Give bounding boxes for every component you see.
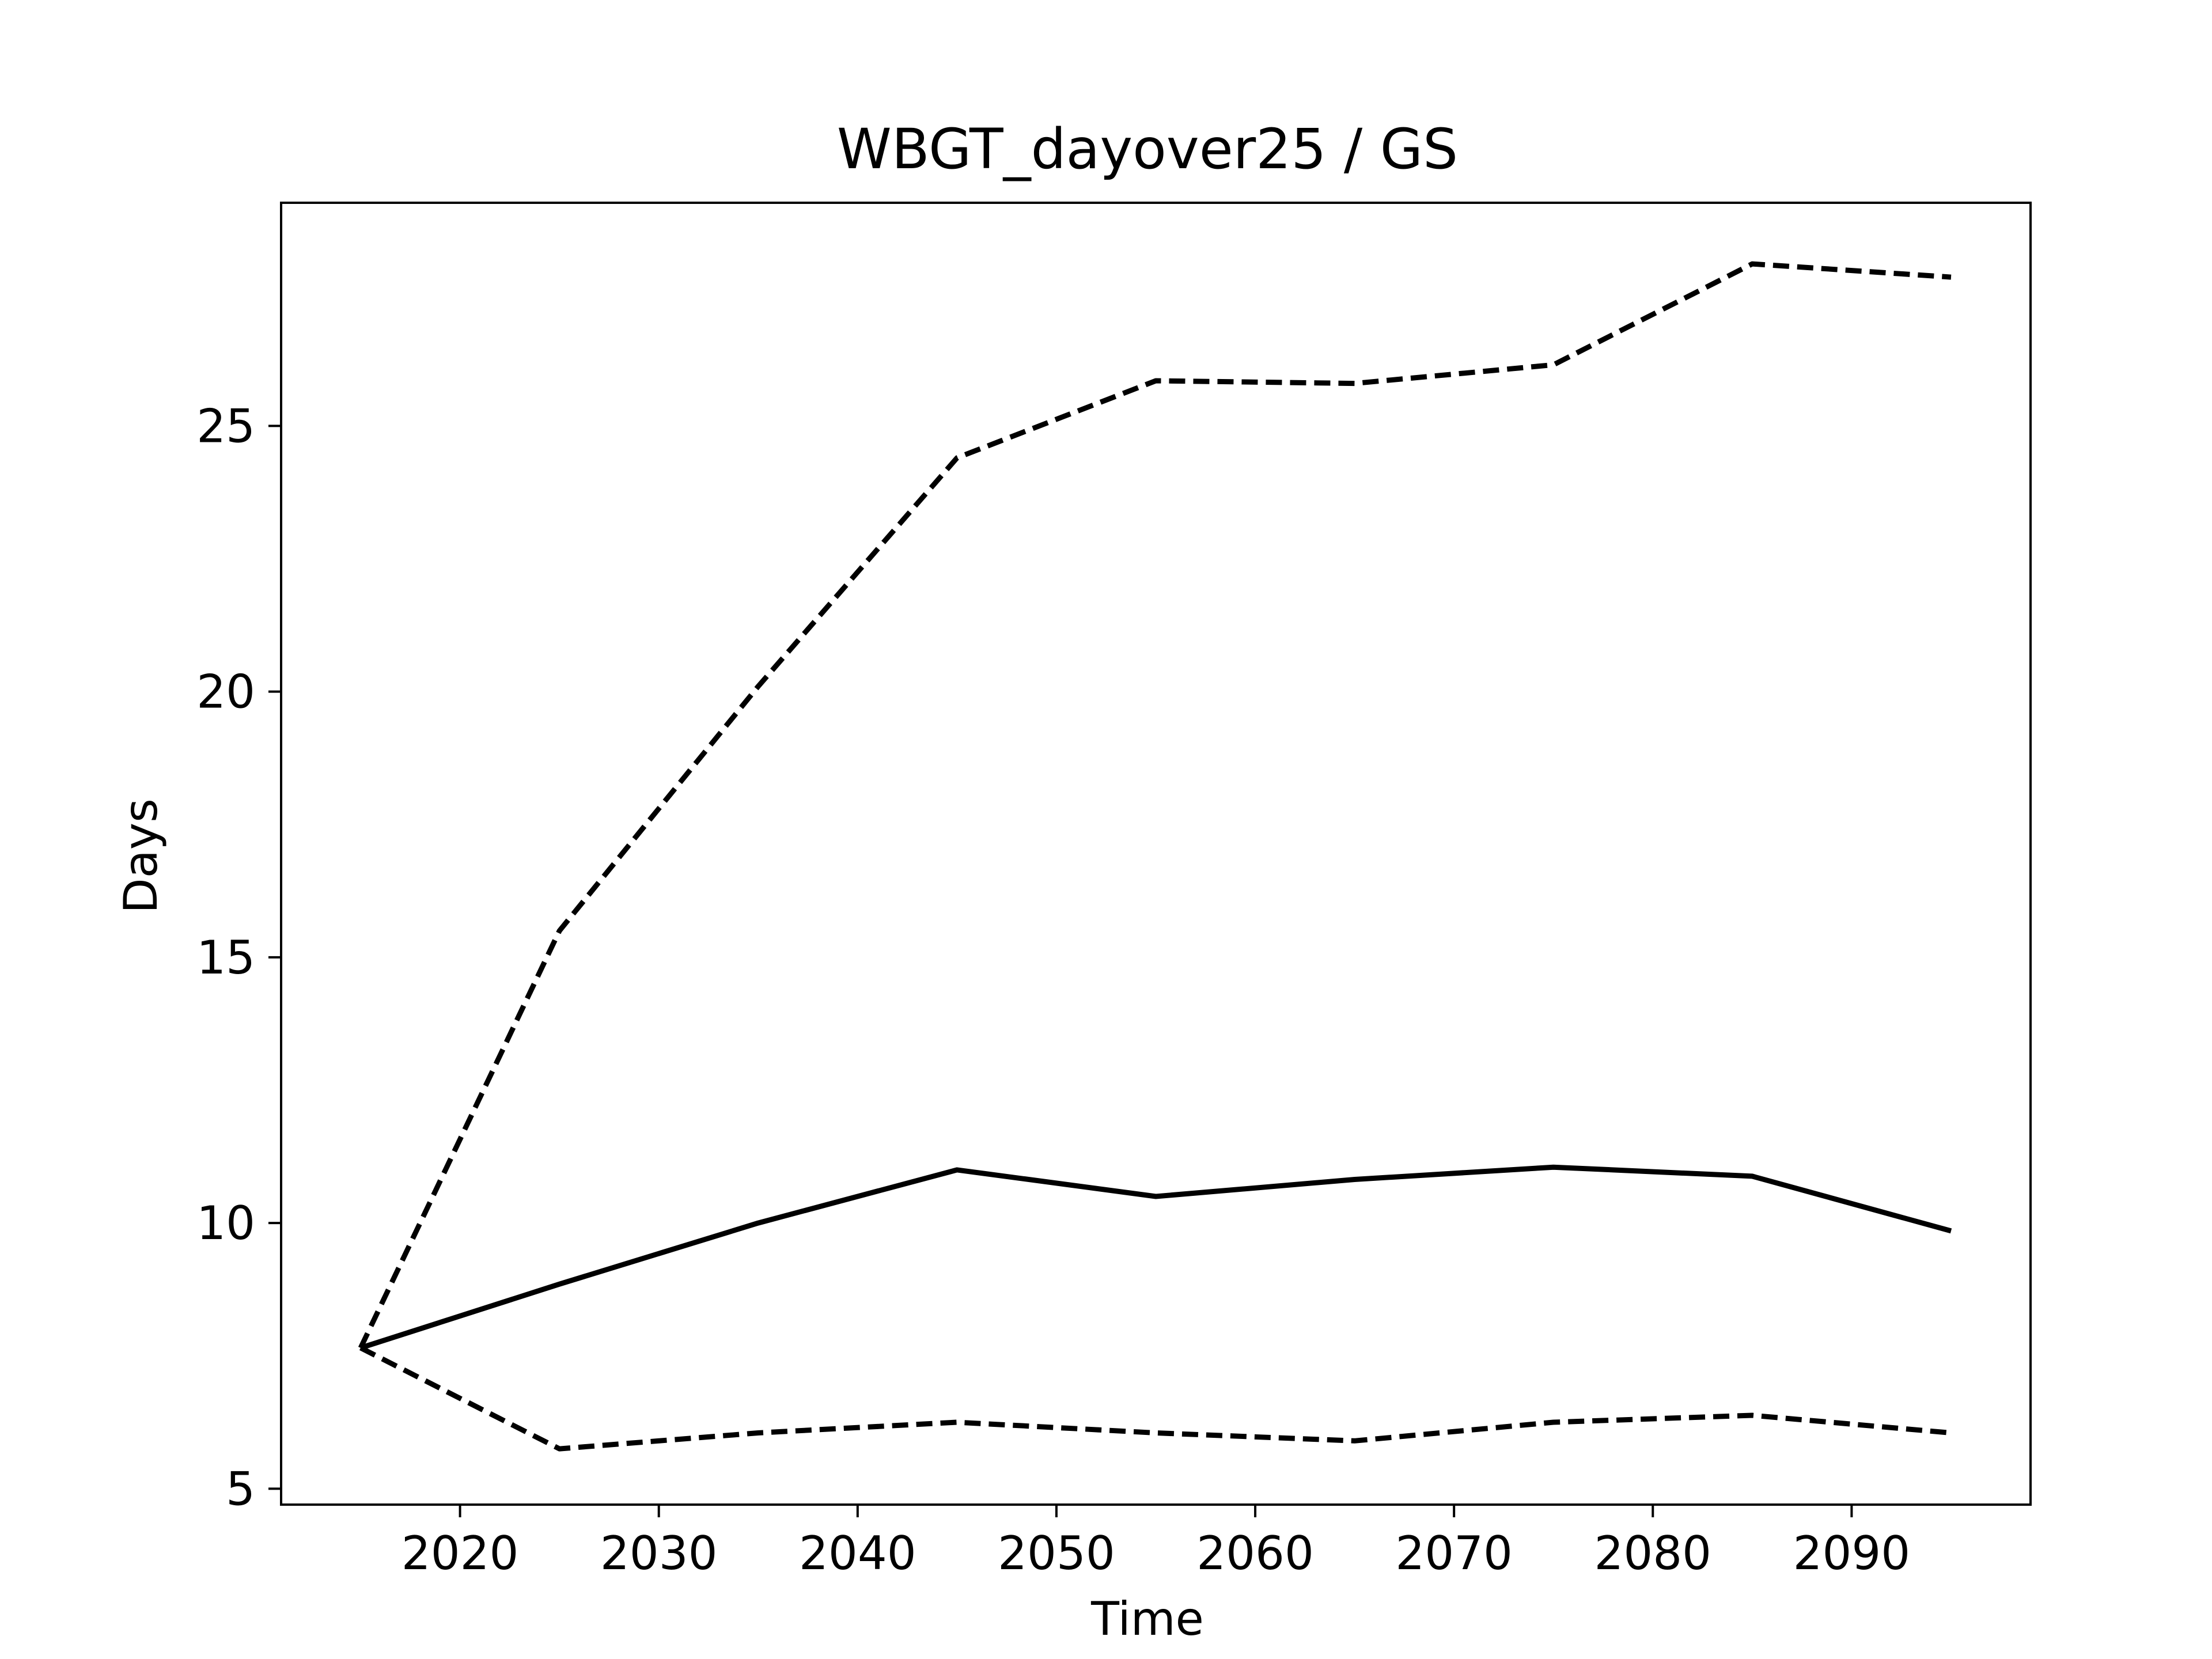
chart-title: WBGT_dayover25 / GS (837, 117, 1458, 181)
x-tick-label: 2070 (1395, 1527, 1513, 1580)
y-tick-label: 20 (196, 665, 255, 719)
y-axis-label: Days (114, 798, 168, 914)
x-tick-label: 2030 (600, 1527, 718, 1580)
series-line-1 (359, 1164, 1952, 1351)
x-tick-label: 2020 (402, 1527, 519, 1580)
x-axis-label: Time (1090, 1592, 1204, 1646)
y-tick-label: 25 (196, 399, 255, 453)
x-tick-label: 2040 (799, 1527, 916, 1580)
y-tick-label: 5 (226, 1462, 255, 1516)
plot-frame (280, 202, 2032, 1506)
y-tick-label: 15 (196, 931, 255, 984)
axes-layer: 2020 2030 2040 2050 2060 2070 2080 2090 5 10 15 20 2… (196, 202, 2032, 1580)
series-layer (358, 261, 1952, 1452)
x-tick-label: 2090 (1793, 1527, 1911, 1580)
x-tick-label: 2080 (1594, 1527, 1711, 1580)
x-tick-label: 2050 (998, 1527, 1115, 1580)
x-tick-label: 2060 (1196, 1527, 1314, 1580)
y-tick-label: 10 (196, 1196, 255, 1250)
series-line-2 (358, 261, 1952, 1349)
